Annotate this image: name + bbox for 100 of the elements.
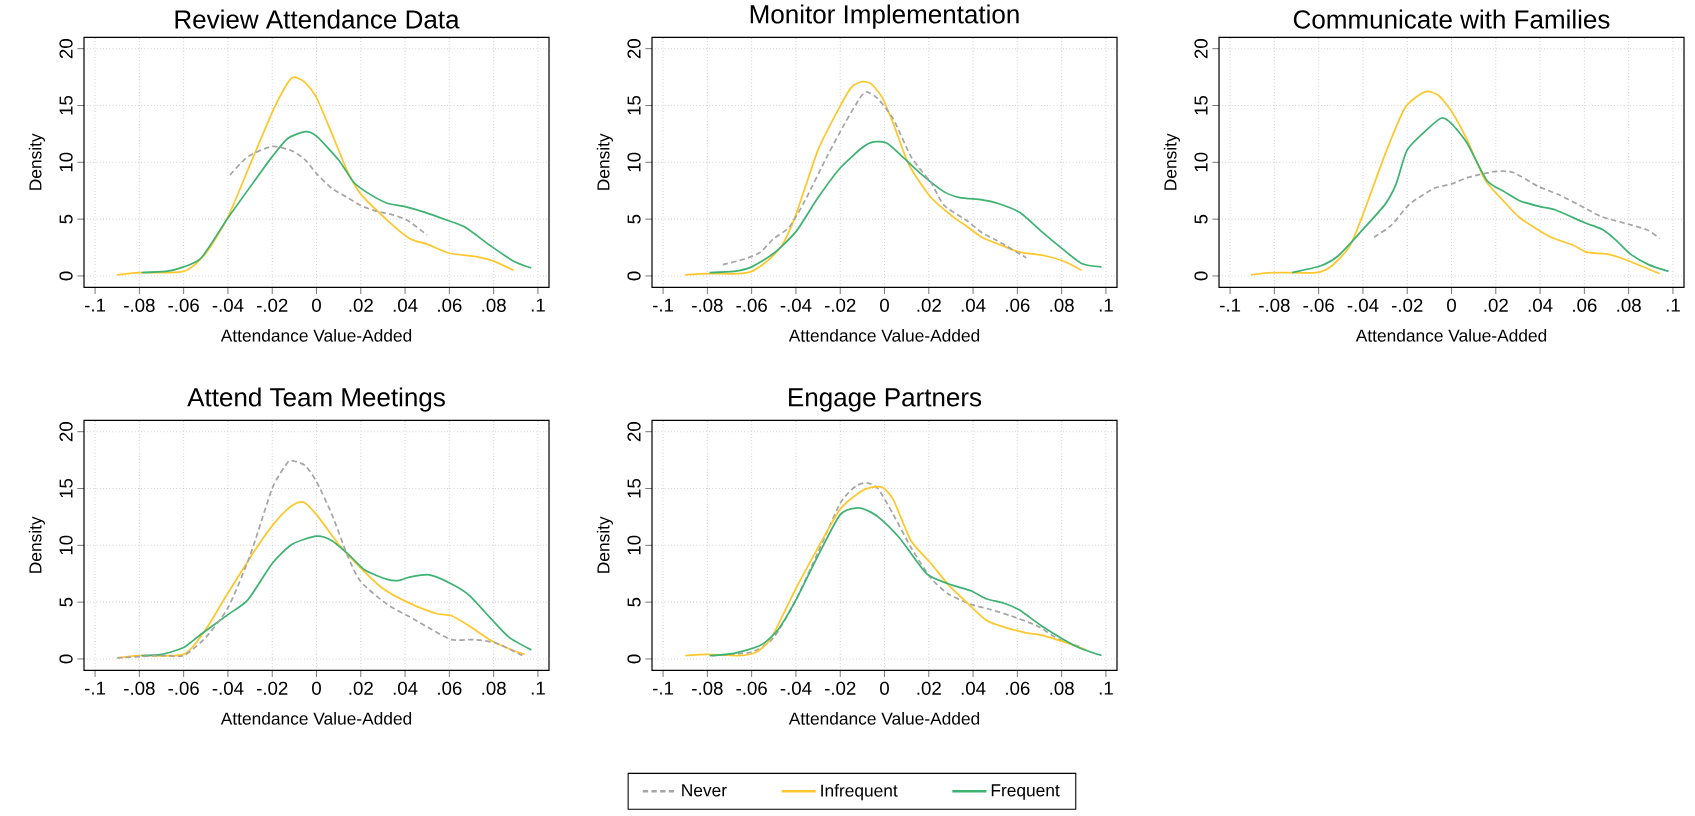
x-tick-label: .04 [961,681,986,695]
line-series [1291,116,1670,274]
y-tick-label: 20 [627,421,641,441]
x-tick-label: .02 [349,298,373,312]
x-tick-label: .04 [1528,298,1553,312]
y-axis-title: Density [596,516,613,573]
y-tick-label: 5 [627,597,641,607]
x-tick-label: -.08 [692,681,723,695]
x-tick-label: .04 [961,298,986,312]
x-tick-label: .1 [1099,298,1113,312]
x-tick-label: -.1 [1220,298,1241,312]
y-tick-label: 10 [1194,152,1208,172]
x-tick-label: -.1 [85,298,106,312]
x-tick-label: .02 [917,681,941,695]
y-axis-title: Density [596,133,613,190]
line-series [708,506,1103,657]
line-series [1250,90,1661,276]
legend-label: Never [682,784,727,797]
line-series [1373,170,1661,240]
y-axis-title: Density [28,133,45,190]
y-tick-label: 0 [59,654,73,664]
y-tick-label: 20 [59,421,73,441]
y-tick-label: 15 [627,95,641,115]
x-tick-label: .08 [482,298,506,312]
x-tick-label: -.04 [1347,298,1379,312]
chart-title: Engage Partners [789,388,982,412]
x-tick-label: -.06 [168,298,199,312]
line-series [708,140,1103,274]
y-tick-label: 10 [627,152,641,172]
x-tick-label: .02 [349,681,373,695]
x-tick-label: 0 [880,681,889,695]
x-tick-label: .06 [438,681,462,695]
y-tick-label: 10 [59,152,73,172]
x-tick-label: .08 [1617,298,1641,312]
x-axis-title: Attendance Value-Added [788,328,980,342]
x-tick-label: -.08 [1259,298,1290,312]
chart-title: Review Attendance Data [175,9,460,29]
x-tick-label: -.04 [212,298,244,312]
legend-label: Infrequent [821,783,898,800]
y-tick-label: 5 [1194,214,1208,224]
y-tick-label: 0 [1194,271,1208,281]
x-tick-label: -.08 [692,298,723,312]
legend-label: Frequent [991,784,1060,800]
y-axis-title: Density [1163,133,1180,190]
x-tick-label: .1 [1099,681,1113,695]
line-series [722,90,1028,266]
chart-title: Communicate with Families [1293,9,1610,29]
x-tick-label: 0 [880,298,889,312]
x-tick-label: .06 [438,298,462,312]
x-tick-label: -.04 [780,298,812,312]
x-tick-label: .1 [1666,298,1680,312]
x-tick-label: -.02 [1391,298,1423,312]
x-tick-label: -.02 [256,298,288,312]
y-tick-label: 15 [59,95,73,115]
x-tick-label: -.1 [653,681,674,695]
x-tick-label: -.02 [256,681,288,695]
y-tick-label: 20 [1194,38,1208,58]
x-axis-title: Attendance Value-Added [220,328,412,342]
x-tick-label: 0 [1447,298,1456,312]
y-tick-label: 0 [627,271,641,281]
x-tick-label: .06 [1006,681,1030,695]
x-tick-label: -.06 [168,681,199,695]
x-tick-label: .04 [393,298,418,312]
line-series [684,80,1083,276]
y-tick-label: 20 [627,38,641,58]
line-series [229,145,429,236]
x-tick-label: -.04 [212,681,244,695]
x-tick-label: .1 [531,681,545,695]
line-series [140,130,533,274]
y-tick-label: 15 [1194,95,1208,115]
x-axis-title: Attendance Value-Added [1355,328,1547,342]
x-tick-label: .06 [1573,298,1597,312]
x-tick-label: -.06 [736,298,767,312]
x-tick-label: -.06 [736,681,767,695]
line-series [116,76,515,276]
x-axis-title: Attendance Value-Added [788,711,980,725]
y-tick-label: 20 [59,38,73,58]
y-tick-label: 15 [59,478,73,498]
x-tick-label: .02 [917,298,941,312]
line-series [140,535,533,657]
x-tick-label: .1 [531,298,545,312]
x-tick-label: -.08 [124,681,155,695]
y-tick-label: 5 [627,214,641,224]
x-tick-label: .04 [393,681,418,695]
x-tick-label: .08 [1050,681,1074,695]
y-tick-label: 15 [627,478,641,498]
x-tick-label: .08 [482,681,506,695]
x-tick-label: .08 [1050,298,1074,312]
x-tick-label: -.02 [824,681,856,695]
y-tick-label: 0 [59,271,73,281]
x-tick-label: 0 [312,298,321,312]
y-tick-label: 10 [59,535,73,555]
y-tick-label: 0 [627,654,641,664]
y-tick-label: 5 [59,597,73,607]
x-tick-label: -.1 [85,681,106,695]
x-tick-label: .02 [1484,298,1508,312]
x-tick-label: -.1 [653,298,674,312]
chart-title: Monitor Implementation [750,4,1019,29]
x-tick-label: .06 [1006,298,1030,312]
y-axis-title: Density [28,516,45,573]
